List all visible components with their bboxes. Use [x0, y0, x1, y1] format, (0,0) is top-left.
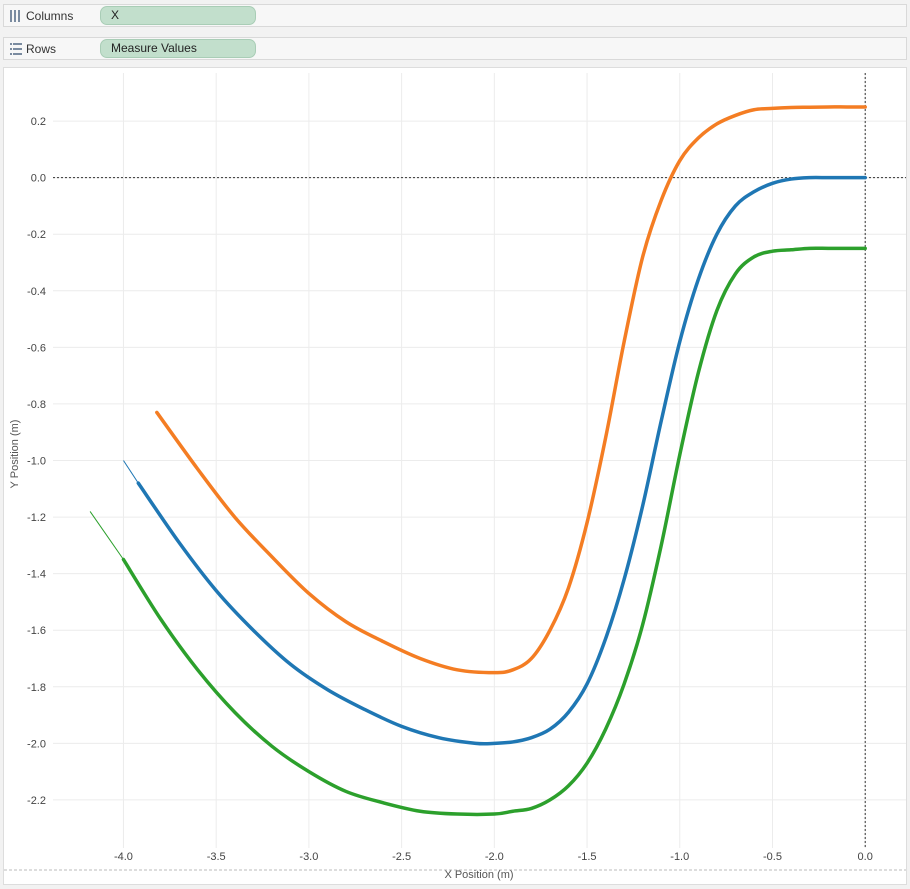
rows-shelf-label: Rows [26, 42, 57, 56]
x-tick-label: -1.0 [670, 851, 689, 863]
rows-shelf: Rows Measure Values [3, 37, 907, 60]
columns-pill[interactable]: X [100, 6, 256, 25]
y-tick-label: -1.8 [27, 682, 46, 694]
y-tick-label: -0.6 [27, 342, 46, 354]
grid [53, 73, 906, 848]
columns-shelf-label: Columns [26, 9, 74, 23]
x-tick-label: -3.0 [299, 851, 318, 863]
y-axis-ticks: 0.2 0.0 -0.2 -0.4 -0.6 -0.8 -1.0 -1.2 -1.4 -1.6 -1… [27, 116, 46, 807]
x-tick-label: -0.5 [763, 851, 782, 863]
rows-pill[interactable]: Measure Values [100, 39, 256, 58]
zero-lines [53, 73, 906, 848]
chart-area: -4.0 -3.5 -3.0 -2.5 -2.0 -1.5 -1.0 -0.5 0.0 0.2 0… [3, 67, 907, 885]
y-tick-label: -0.2 [27, 229, 46, 241]
y-tick-label: -1.4 [27, 569, 46, 581]
y-tick-label: -1.0 [27, 456, 46, 468]
rows-icon [10, 43, 22, 55]
series-line-2 [136, 175, 867, 746]
series-extension-line [89, 511, 124, 560]
series-line-3 [121, 246, 867, 817]
columns-icon [10, 10, 20, 22]
y-tick-label: -1.2 [27, 512, 46, 524]
y-tick-label: -2.0 [27, 738, 46, 750]
y-tick-label: -0.8 [27, 399, 46, 411]
x-tick-label: -2.0 [485, 851, 504, 863]
y-tick-label: 0.2 [31, 116, 46, 128]
x-axis-label: X Position (m) [444, 869, 513, 881]
x-tick-label: -3.5 [207, 851, 226, 863]
x-tick-label: -4.0 [114, 851, 133, 863]
series-extension-line [123, 460, 139, 484]
y-tick-label: 0.0 [31, 173, 46, 185]
line-chart: -4.0 -3.5 -3.0 -2.5 -2.0 -1.5 -1.0 -0.5 0.0 0.20… [4, 73, 906, 881]
y-tick-label: -2.2 [27, 795, 46, 807]
columns-shelf: Columns X [3, 4, 907, 27]
x-tick-label: 0.0 [858, 851, 873, 863]
x-tick-label: -2.5 [392, 851, 411, 863]
x-tick-label: -1.5 [578, 851, 597, 863]
y-tick-label: -0.4 [27, 286, 46, 298]
x-axis-ticks: -4.0 -3.5 -3.0 -2.5 -2.0 -1.5 -1.0 -0.5 0.0 [114, 851, 873, 863]
series-line-1 [155, 105, 867, 675]
y-axis-label: Y Position (m) [9, 420, 21, 489]
series-lines [89, 105, 867, 817]
y-tick-label: -1.6 [27, 625, 46, 637]
